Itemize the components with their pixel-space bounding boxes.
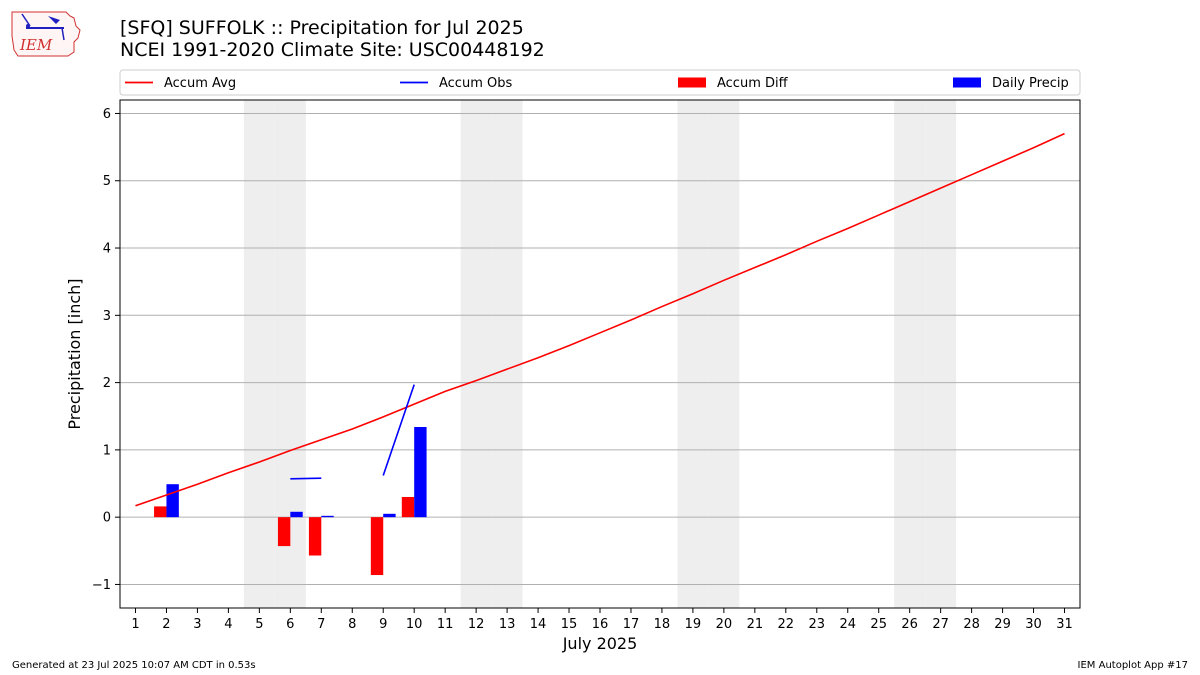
x-tick-label: 4	[224, 617, 232, 632]
legend-swatch-diff	[678, 77, 706, 88]
x-tick-label: 16	[592, 617, 609, 632]
iowa-outline-shape	[11, 11, 81, 57]
daily-precip-bar	[414, 427, 427, 518]
y-tick-label: 0	[103, 511, 111, 526]
x-tick-label: 22	[778, 617, 795, 632]
series-lines	[135, 132, 1065, 507]
legend-box	[119, 69, 1081, 96]
x-tick-label: 17	[623, 617, 640, 632]
chart-title-line2: NCEI 1991-2020 Climate Site: USC00448192	[120, 39, 545, 61]
weekend-band	[460, 100, 492, 608]
x-tick-label: 15	[561, 617, 578, 632]
x-tick-label: 11	[437, 617, 454, 632]
x-tick-label: 21	[747, 617, 764, 632]
daily-precip-bar	[290, 511, 303, 518]
chart-title-line1: [SFQ] SUFFOLK :: Precipitation for Jul 2…	[120, 17, 524, 39]
logo-text: IEM	[19, 36, 53, 54]
y-tick-label: 4	[103, 242, 111, 257]
iem-logo: IEM	[11, 11, 81, 57]
accum-diff-bar	[401, 496, 415, 518]
accum-diff-bar	[308, 517, 322, 556]
y-tick-label: −1	[92, 578, 111, 593]
weekend-band	[677, 100, 709, 608]
accum-diff-bar	[370, 517, 384, 576]
x-tick-label: 31	[1056, 617, 1073, 632]
x-axis-label: July 2025	[562, 634, 638, 653]
x-tick-label: 23	[809, 617, 826, 632]
daily-precip-bar	[166, 484, 179, 518]
x-tick-label: 9	[379, 617, 387, 632]
footer-app-id: IEM Autoplot App #17	[1077, 660, 1188, 671]
accum-diff-bar	[154, 506, 167, 518]
weekend-band	[894, 100, 926, 608]
weekend-band	[708, 100, 740, 608]
x-tick-label: 20	[716, 617, 733, 632]
weekend-band	[925, 100, 957, 608]
x-tick-label: 7	[317, 617, 325, 632]
y-axis-label: Precipitation [inch]	[65, 278, 84, 429]
weekend-band	[243, 100, 275, 608]
x-tick-label: 27	[932, 617, 949, 632]
legend-label-obs: Accum Obs	[439, 76, 512, 91]
x-tick-label: 5	[255, 617, 263, 632]
legend-label-diff: Accum Diff	[717, 76, 789, 91]
y-tick-label: 2	[103, 376, 111, 391]
weekend-shading	[243, 100, 957, 608]
accum-diff-bar	[277, 517, 291, 547]
accum-avg-line	[135, 132, 1065, 507]
legend: Accum Avg Accum Obs Accum Diff Daily Precip	[119, 69, 1081, 96]
x-tick-label: 13	[499, 617, 516, 632]
x-tick-label: 19	[685, 617, 702, 632]
x-tick-label: 30	[1025, 617, 1042, 632]
x-tick-label: 1	[131, 617, 139, 632]
y-tick-label: 3	[103, 309, 111, 324]
accum-obs-line	[290, 477, 322, 480]
x-tick-label: 26	[901, 617, 918, 632]
x-tick-label: 18	[654, 617, 671, 632]
x-tick-label: 24	[839, 617, 856, 632]
bars	[154, 427, 427, 576]
legend-label-avg: Accum Avg	[164, 76, 236, 91]
x-tick-label: 2	[162, 617, 170, 632]
legend-label-daily: Daily Precip	[992, 76, 1069, 91]
weekend-band	[491, 100, 523, 608]
x-tick-label: 14	[530, 617, 547, 632]
x-tick-label: 29	[994, 617, 1011, 632]
y-tick-label: 6	[103, 107, 111, 122]
accum-obs-line	[382, 384, 415, 476]
x-tick-label: 3	[193, 617, 201, 632]
x-tick-label: 6	[286, 617, 294, 632]
y-tick-label: 5	[103, 174, 111, 189]
daily-precip-bar	[383, 513, 396, 518]
x-tick-label: 28	[963, 617, 980, 632]
x-tick-label: 12	[468, 617, 485, 632]
daily-precip-bar	[321, 515, 334, 518]
footer-generated-text: Generated at 23 Jul 2025 10:07 AM CDT in…	[12, 660, 256, 671]
x-tick-label: 25	[870, 617, 887, 632]
x-tick-label: 10	[406, 617, 423, 632]
y-tick-label: 1	[103, 443, 111, 458]
x-tick-label: 8	[348, 617, 356, 632]
legend-swatch-daily	[953, 77, 981, 88]
